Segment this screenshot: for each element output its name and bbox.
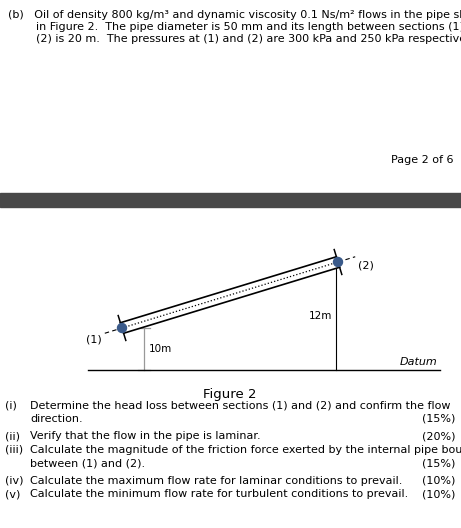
Text: (b)   Oil of density 800 kg/m³ and dynamic viscosity 0.1 Ns/m² flows in the pipe: (b) Oil of density 800 kg/m³ and dynamic…	[8, 10, 461, 20]
Polygon shape	[120, 257, 340, 333]
Text: (2): (2)	[358, 261, 374, 271]
Bar	[0, 193, 461, 207]
Text: Verify that the flow in the pipe is laminar.: Verify that the flow in the pipe is lami…	[30, 431, 260, 441]
Text: in Figure 2.  The pipe diameter is 50 mm and its length between sections (1) and: in Figure 2. The pipe diameter is 50 mm …	[8, 22, 461, 32]
Text: Determine the head loss between sections (1) and (2) and confirm the flow: Determine the head loss between sections…	[30, 400, 450, 410]
Circle shape	[333, 258, 343, 267]
Text: (10%): (10%)	[422, 476, 455, 486]
Text: (1): (1)	[86, 335, 102, 345]
Text: (15%): (15%)	[422, 413, 455, 423]
Text: (10%): (10%)	[422, 489, 455, 499]
Text: 12m: 12m	[308, 311, 332, 321]
Text: Calculate the magnitude of the friction force exerted by the internal pipe bound: Calculate the magnitude of the friction …	[30, 445, 461, 455]
Text: (ii): (ii)	[5, 431, 20, 441]
Text: Calculate the minimum flow rate for turbulent conditions to prevail.: Calculate the minimum flow rate for turb…	[30, 489, 408, 499]
Text: direction.: direction.	[30, 413, 83, 423]
Circle shape	[118, 324, 126, 333]
Text: (15%): (15%)	[422, 458, 455, 468]
Text: (i): (i)	[5, 400, 17, 410]
Text: Page 2 of 6: Page 2 of 6	[390, 155, 453, 165]
Text: Calculate the maximum flow rate for laminar conditions to prevail.: Calculate the maximum flow rate for lami…	[30, 476, 402, 486]
Text: (20%): (20%)	[421, 431, 455, 441]
Text: Figure 2: Figure 2	[203, 388, 257, 401]
Text: (2) is 20 m.  The pressures at (1) and (2) are 300 kPa and 250 kPa respectively.: (2) is 20 m. The pressures at (1) and (2…	[8, 34, 461, 44]
Text: between (1) and (2).: between (1) and (2).	[30, 458, 145, 468]
Text: 10m: 10m	[149, 344, 172, 354]
Text: (v): (v)	[5, 489, 20, 499]
Text: (iv): (iv)	[5, 476, 24, 486]
Text: (iii): (iii)	[5, 445, 23, 455]
Text: Datum: Datum	[399, 357, 437, 367]
